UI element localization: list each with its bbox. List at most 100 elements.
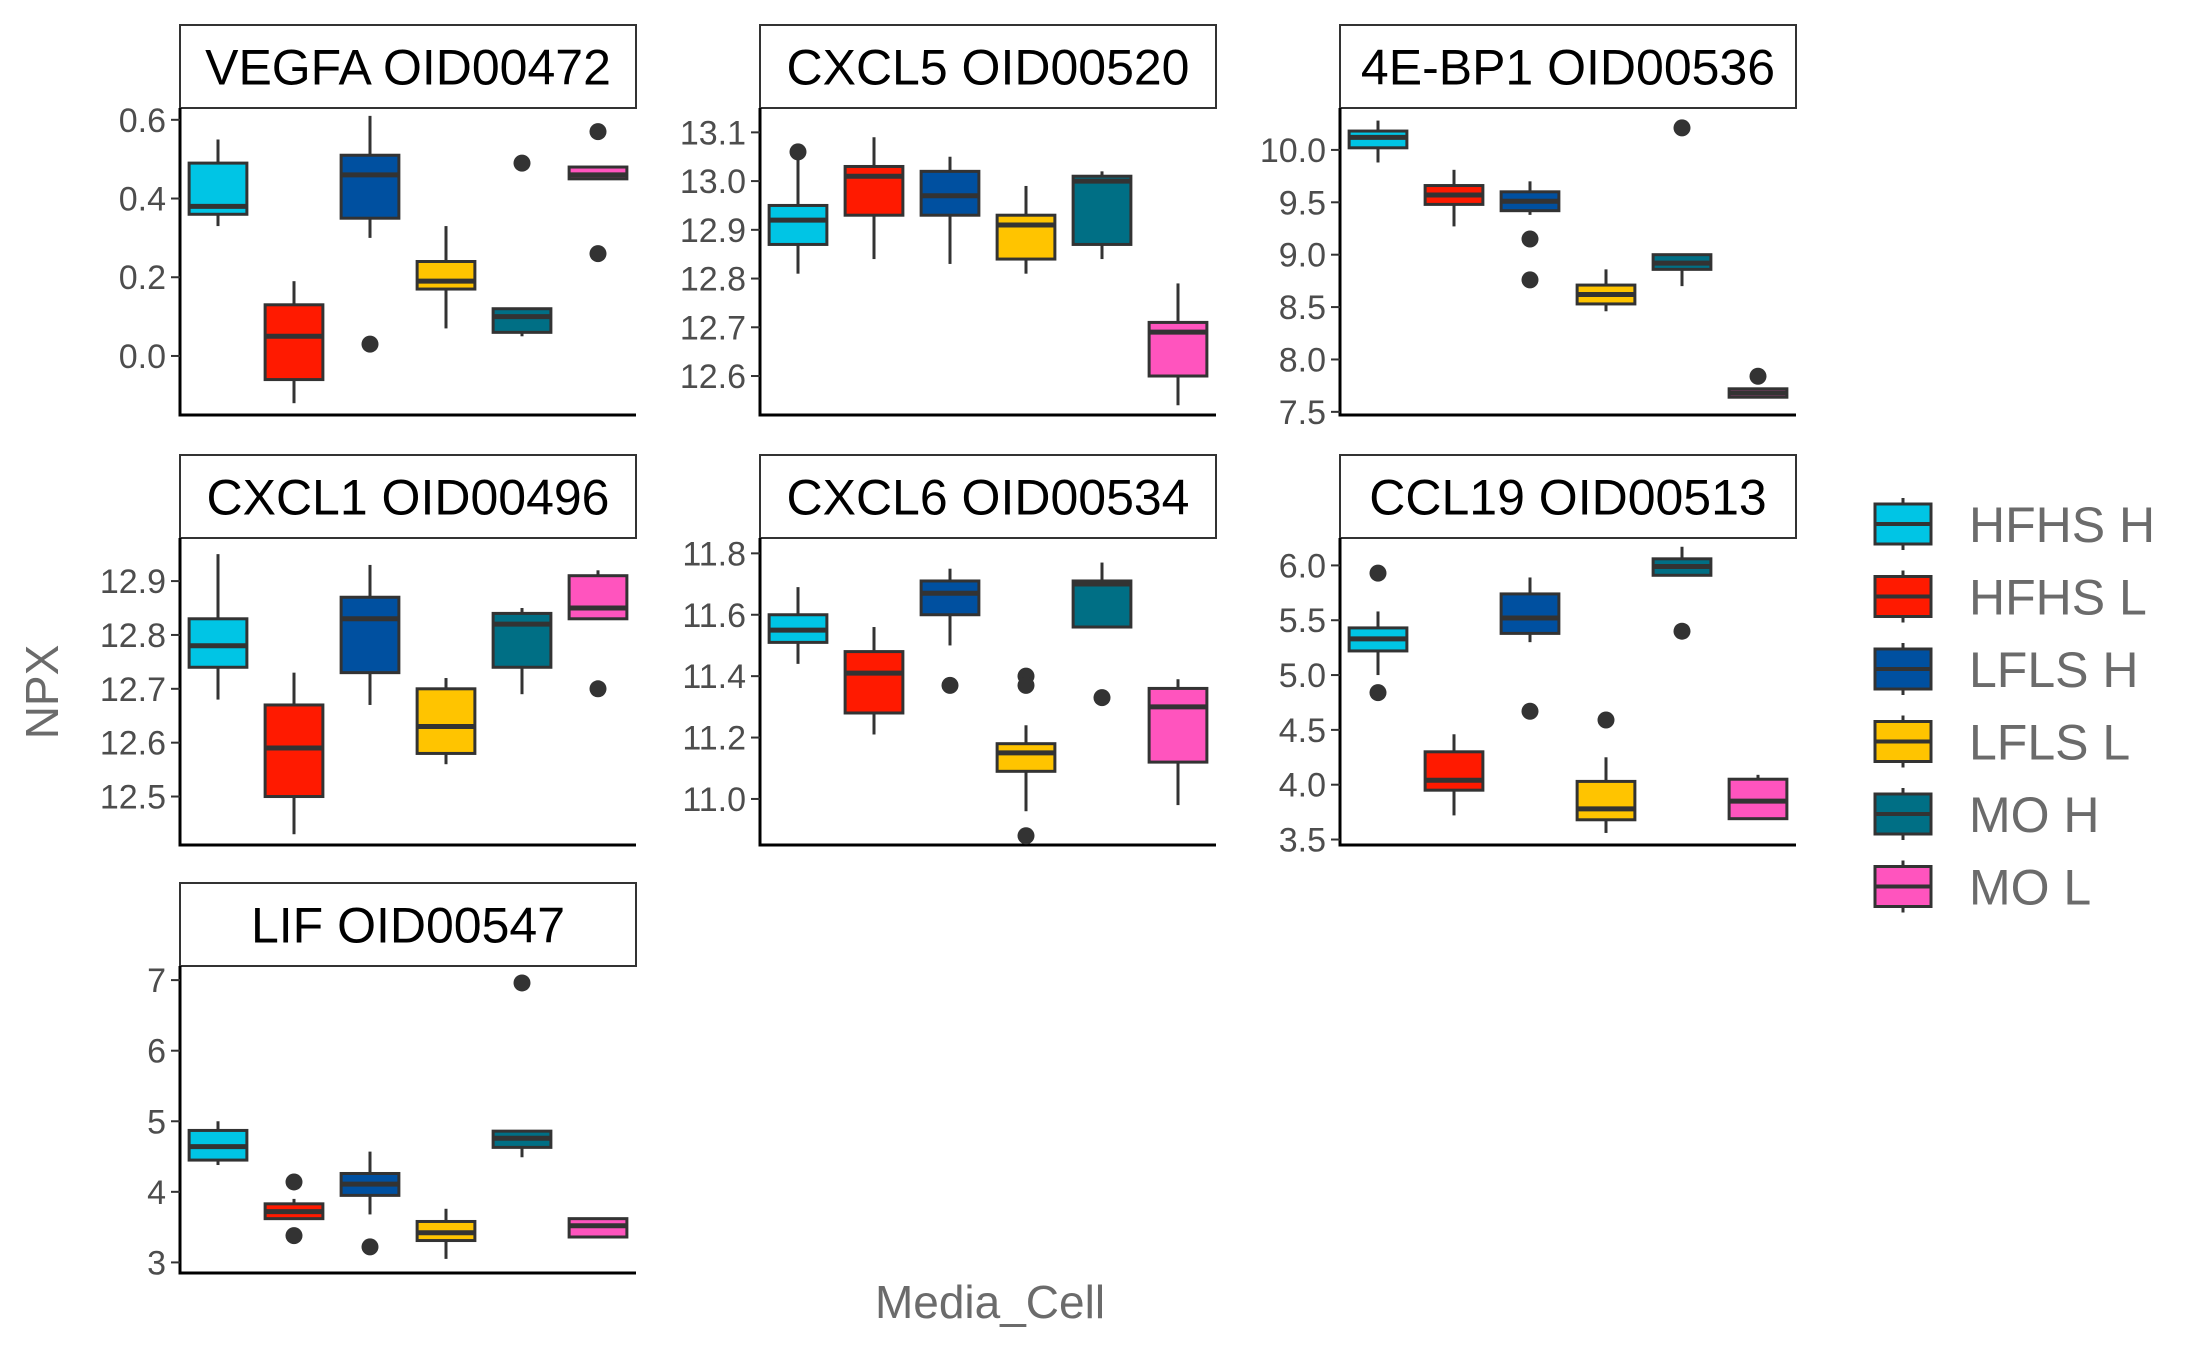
strip-title: CXCL5 OID00520 [786,40,1189,96]
box-lfls-h [919,568,981,694]
legend: HFHS H HFHS L LFLS H LFLS L MO H MO L [1873,497,2155,916]
box-hfhs-l [843,627,905,735]
y-tick-label: 8.0 [1279,341,1326,379]
facet-panel: CXCL5 OID00520 12.6 12.7 12.8 12.9 13.0 13.1 [680,24,1217,417]
outlier-point [1597,711,1615,729]
outlier-point [1673,119,1691,137]
box-iqr [1423,750,1485,792]
box-lfls-h [1499,181,1561,289]
strip-header [759,24,1217,109]
outlier-point [941,676,959,694]
box-mo-l [567,1217,629,1239]
legend-label: HFHS L [1969,570,2147,626]
y-tick-label: 4 [147,1174,166,1212]
strip-header [179,24,637,109]
box-iqr [995,213,1057,261]
facet-panel: 4E-BP1 OID00536 7.5 8.0 8.5 9.0 9.5 10.0 [1260,24,1797,432]
outlier-point [1369,564,1387,582]
legend-item-hfhs-l: HFHS L [1873,570,2147,626]
box-mo-h [491,154,553,337]
box-mo-l [567,123,629,263]
box-lfls-l [415,678,477,765]
box-iqr [767,203,829,246]
box-mo-h [1071,171,1133,260]
box-lfls-l [1575,711,1637,833]
box-iqr [567,574,629,621]
box-hfhs-l [1423,169,1485,227]
strip-header [759,454,1217,539]
outlier-point [1521,702,1539,720]
box-hfhs-h [767,143,829,274]
legend-label: HFHS H [1969,497,2155,553]
outlier-point [589,245,607,263]
y-tick-label: 9.0 [1279,237,1326,275]
box-hfhs-l [263,281,325,404]
outlier-point [361,1238,379,1256]
box-lfls-h [339,1151,401,1256]
box-mo-h [491,974,553,1158]
box-hfhs-h [187,1121,249,1166]
y-tick-label: 12.9 [680,212,746,250]
box-iqr [919,579,981,617]
y-tick-label: 3.5 [1279,822,1326,860]
legend-label: LFLS H [1969,642,2139,698]
y-tick-label: 12.6 [100,725,166,763]
y-tick-label: 7 [147,962,166,1000]
box-lfls-l [415,226,477,329]
y-tick-label: 5.0 [1279,657,1326,695]
y-tick-label: 0.4 [119,181,166,219]
strip-header [179,454,637,539]
box-hfhs-l [843,137,905,260]
y-tick-label: 9.5 [1279,184,1326,222]
y-axis-title: NPX [16,645,68,740]
box-hfhs-l [263,672,325,835]
y-tick-label: 0.6 [119,102,166,140]
outlier-point [589,123,607,141]
y-tick-label: 11.2 [682,720,746,758]
box-iqr [1499,592,1561,635]
box-hfhs-l [263,1173,325,1245]
box-hfhs-h [767,587,829,664]
box-hfhs-h [187,554,249,700]
outlier-point [1017,676,1035,694]
y-tick-label: 11.6 [682,597,746,635]
facet-panel: CCL19 OID00513 3.5 4.0 4.5 5.0 5.5 6.0 [1279,454,1797,860]
strip-title: 4E-BP1 OID00536 [1361,40,1775,96]
y-tick-label: 4.5 [1279,712,1326,750]
y-tick-label: 0.0 [119,338,166,376]
legend-item-mo-l: MO L [1873,860,2091,916]
y-tick-label: 13.1 [680,114,746,152]
facet-panels: VEGFA OID00472 0.0 0.2 0.4 0.6 CXCL5 OID00520… [100,24,1797,1282]
y-tick-label: 11.0 [682,781,746,819]
legend-label: LFLS L [1969,715,2130,771]
legend-item-mo-h: MO H [1873,787,2100,843]
legend-label: MO L [1969,860,2091,916]
box-hfhs-l [1423,734,1485,816]
outlier-point [285,1227,303,1245]
box-iqr [339,153,401,220]
strip-title: CXCL1 OID00496 [206,470,609,526]
facet-panel: VEGFA OID00472 0.0 0.2 0.4 0.6 [119,24,637,417]
y-tick-label: 5.5 [1279,602,1326,640]
box-iqr [263,303,325,382]
outlier-point [1521,271,1539,289]
legend-item-hfhs-h: HFHS H [1873,497,2155,553]
strip-header [1339,24,1797,109]
legend-item-lfls-h: LFLS H [1873,642,2139,698]
box-iqr [1071,579,1133,629]
box-lfls-l [415,1208,477,1259]
box-mo-h [1651,119,1713,287]
legend-label: MO H [1969,787,2100,843]
y-tick-label: 12.8 [100,617,166,655]
box-hfhs-h [187,139,249,227]
y-tick-label: 12.7 [100,671,166,709]
box-iqr [187,617,249,669]
y-tick-label: 12.5 [100,779,166,817]
y-tick-label: 12.7 [680,309,746,347]
facet-panel: LIF OID00547 3 4 5 6 7 [147,882,637,1282]
box-iqr [339,595,401,675]
y-tick-label: 12.6 [680,358,746,396]
x-axis-title: Media_Cell [875,1276,1105,1328]
outlier-point [589,680,607,698]
box-iqr [415,687,477,755]
